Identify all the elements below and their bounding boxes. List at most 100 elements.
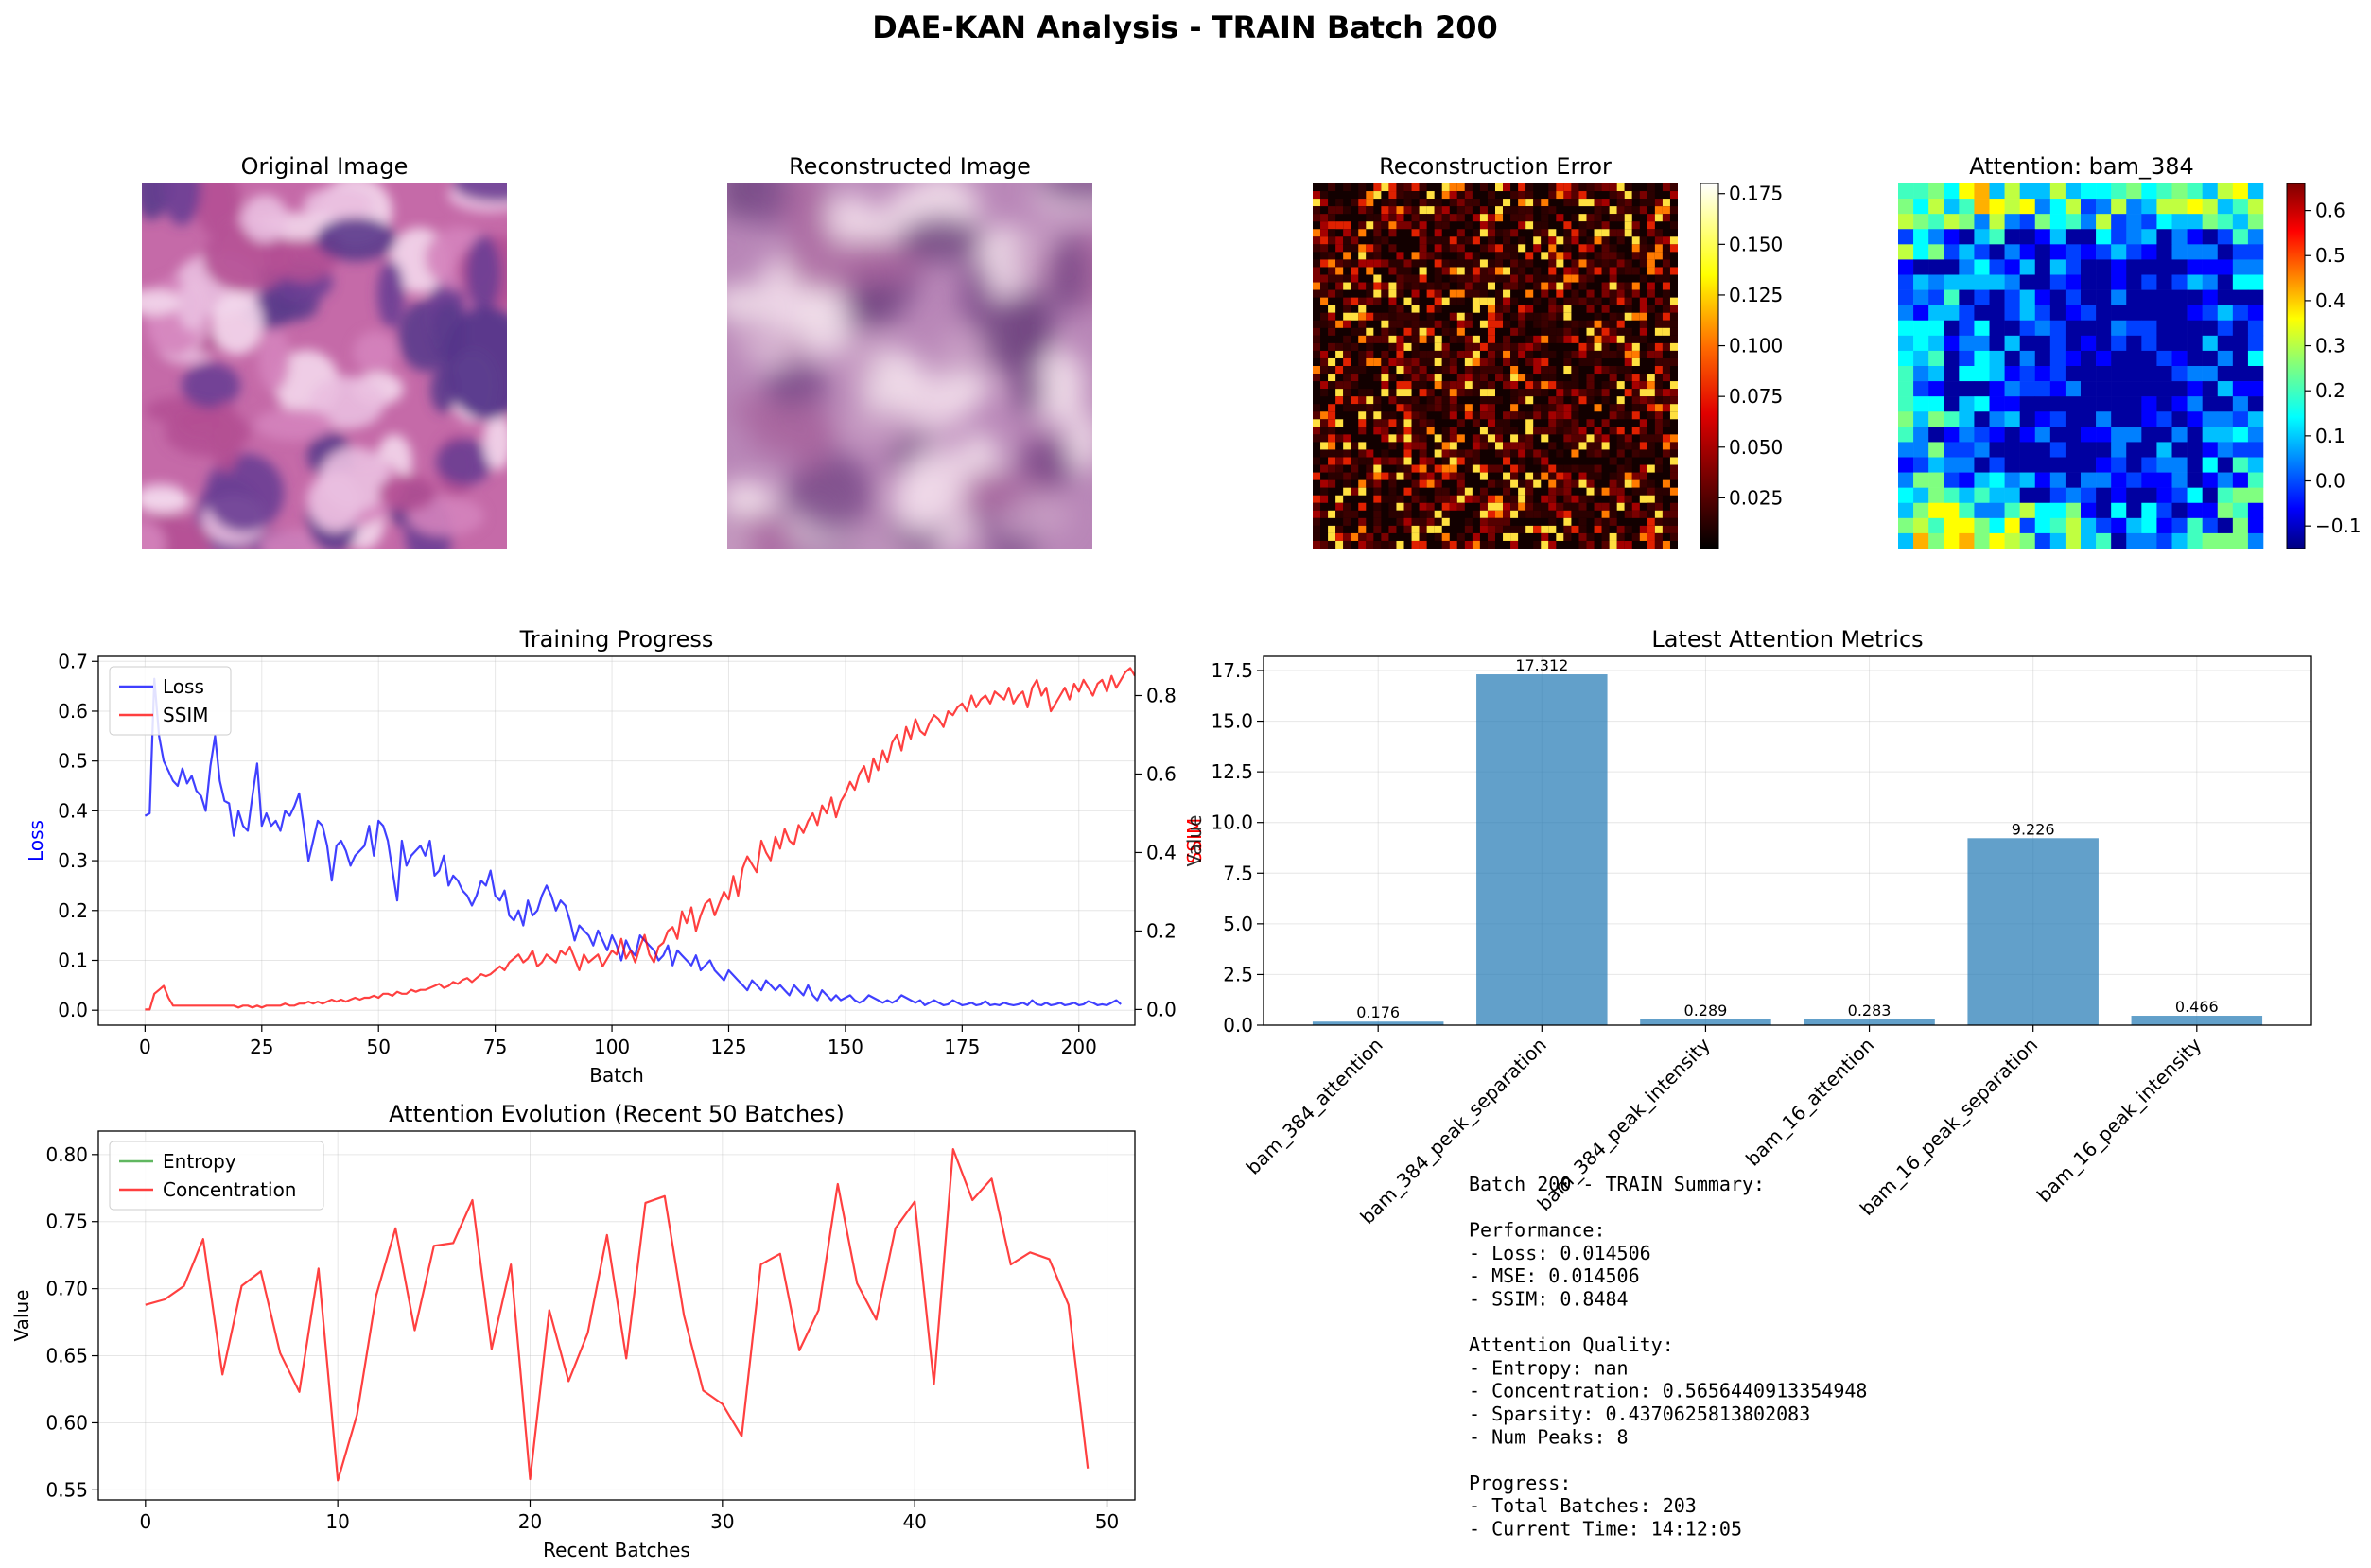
attention-colorbar-ticks: −0.1 0.0 0.1 0.2 0.3 0.4 0.5 0.6 (2305, 200, 2362, 537)
y-right-tick-label: 0.4 (1146, 841, 1177, 863)
attention-metrics-chart: Latest Attention Metrics 0.176 17.312 0.28… (1211, 626, 2312, 1228)
bar-bam-384-peak-intensity (1640, 1019, 1771, 1025)
training-progress-title: Training Progress (519, 626, 714, 653)
training-progress-legend: Loss SSIM (109, 666, 232, 736)
x-tick-label: 25 (250, 1036, 273, 1058)
bar-bam-16-attention (1804, 1019, 1935, 1025)
error-colorbar-tick-label: 0.100 (1729, 335, 1783, 357)
x-tick-label: bam_16_peak_separation (1856, 1034, 2042, 1220)
training-progress-ylabel-loss: Loss (25, 820, 47, 862)
y-tick-label: 0.4 (58, 799, 88, 822)
attention-evolution-lines (145, 1147, 1090, 1482)
x-tick-label: 0 (139, 1036, 151, 1058)
x-tick-label: bam_384_attention (1242, 1034, 1387, 1179)
x-tick-label: 0 (139, 1510, 151, 1533)
attention-heatmap (1898, 183, 2264, 549)
attention-colorbar-tick-label: 0.5 (2315, 244, 2345, 267)
y-tick-label: 0.7 (58, 650, 88, 672)
original-image (142, 183, 507, 549)
series-line-loss (144, 677, 1122, 1007)
y-tick-label: 0.0 (1223, 1014, 1253, 1037)
series-line-concentration (145, 1147, 1090, 1482)
x-tick-label: 50 (1095, 1510, 1119, 1533)
summary-line: Batch 200 - TRAIN Summary: (1469, 1173, 1765, 1195)
x-tick-label: 100 (594, 1036, 630, 1058)
y-tick-label: 0.65 (45, 1345, 88, 1368)
y-tick-label: 0.70 (45, 1278, 88, 1300)
attention-evolution-title: Attention Evolution (Recent 50 Batches) (389, 1101, 845, 1127)
bar-bam-16-peak-separation (1967, 838, 2099, 1025)
y-tick-label: 7.5 (1223, 862, 1253, 884)
metrics-ylabel-overlap: Value (1183, 815, 1206, 867)
series-line-ssim (145, 667, 1135, 1011)
error-colorbar-tick-label: 0.025 (1729, 486, 1783, 509)
training-progress-ylabel-ssim: SSIM (1183, 818, 1206, 864)
bar-value-label: 9.226 (2012, 820, 2055, 838)
attention-map-title: Attention: bam_384 (1969, 153, 2194, 180)
attention-map-panel: Attention: bam_384 −0.1 0.0 0.1 0.2 0.3 0.4 0.… (1898, 153, 2362, 549)
training-progress-lines (144, 667, 1135, 1011)
attention-metrics-title: Latest Attention Metrics (1651, 626, 1923, 653)
reconstruction-error-map (1313, 183, 1678, 549)
attention-colorbar-tick-label: 0.6 (2315, 200, 2345, 222)
summary-line: - Total Batches: 203 (1469, 1494, 1697, 1517)
batch-summary-text: Batch 200 - TRAIN Summary:Performance:- … (1469, 1173, 1867, 1541)
y-tick-label: 5.0 (1223, 913, 1253, 935)
y-tick-label: 0.5 (58, 750, 88, 773)
attention-colorbar-tick-label: 0.2 (2315, 379, 2345, 402)
x-tick-label: bam_384_peak_separation (1355, 1034, 1550, 1228)
summary-line: - Loss: 0.014506 (1469, 1242, 1651, 1264)
x-tick-label: 30 (710, 1510, 734, 1533)
x-tick-label: 75 (483, 1036, 507, 1058)
attention-metrics-bars: 0.176 17.312 0.289 0.283 9.226 0.466 (1312, 656, 2263, 1025)
summary-line: - SSIM: 0.8484 (1469, 1288, 1629, 1311)
reconstructed-image (727, 183, 1092, 549)
training-progress-grid (98, 656, 1135, 1025)
x-tick-label: bam_16_attention (1741, 1034, 1878, 1171)
legend-label: Concentration (163, 1178, 296, 1201)
error-colorbar-tick-label: 0.150 (1729, 233, 1783, 255)
reconstruction-error-panel: Reconstruction Error 0.025 0.050 0.075 0.10… (1313, 153, 1783, 549)
x-tick-label: 40 (902, 1510, 926, 1533)
y-right-tick-label: 0.0 (1146, 998, 1177, 1020)
y-tick-label: 0.0 (58, 999, 88, 1021)
y-tick-label: 15.0 (1211, 710, 1253, 733)
error-colorbar (1700, 183, 1719, 549)
summary-line: - Concentration: 0.5656440913354948 (1469, 1380, 1867, 1402)
bar-value-label: 0.289 (1684, 1002, 1728, 1019)
x-tick-label: 50 (366, 1036, 390, 1058)
error-colorbar-ticks: 0.025 0.050 0.075 0.100 0.125 0.150 0.175 (1718, 183, 1783, 509)
training-progress-chart: Training Progress 0 25 50 75 100 125 150 175 200… (25, 626, 1206, 1087)
y-tick-label: 10.0 (1211, 811, 1253, 834)
attention-evolution-chart: Attention Evolution (Recent 50 Batches) … (10, 1101, 1136, 1561)
summary-line: Attention Quality: (1469, 1333, 1674, 1356)
bar-value-label: 0.283 (1848, 1002, 1892, 1019)
x-tick-label: 10 (325, 1510, 349, 1533)
reconstruction-error-title: Reconstruction Error (1379, 153, 1612, 180)
y-tick-label: 0.60 (45, 1411, 88, 1434)
attention-evolution-xlabel: Recent Batches (543, 1539, 690, 1561)
y-tick-label: 0.80 (45, 1143, 88, 1166)
x-tick-label: 20 (518, 1510, 542, 1533)
error-colorbar-tick-label: 0.125 (1729, 284, 1783, 306)
attention-evolution-axes: 0 10 20 30 40 50 0.55 0.60 0.65 0.70 0.75 0.80 (45, 1143, 1119, 1533)
training-progress-xlabel: Batch (589, 1064, 644, 1087)
bar-bam-16-peak-intensity (2131, 1016, 2263, 1025)
figure-title: DAE-KAN Analysis - TRAIN Batch 200 (872, 9, 1498, 45)
summary-line: Performance: (1469, 1219, 1606, 1242)
y-tick-label: 17.5 (1211, 659, 1253, 682)
attention-evolution-legend: Entropy Concentration (109, 1141, 324, 1211)
attention-colorbar (2286, 183, 2306, 549)
y-tick-label: 0.55 (45, 1478, 88, 1501)
reconstructed-image-panel: Reconstructed Image (727, 153, 1092, 549)
attention-colorbar-tick-label: 0.4 (2315, 289, 2345, 312)
attention-colorbar-tick-label: 0.3 (2315, 335, 2345, 357)
y-tick-label: 0.2 (58, 899, 88, 922)
x-tick-label: 175 (944, 1036, 980, 1058)
attention-colorbar-tick-label: −0.1 (2315, 514, 2362, 537)
summary-line: - Sparsity: 0.4370625813802083 (1469, 1402, 1810, 1425)
legend-box (109, 1141, 324, 1211)
training-progress-axes: 0 25 50 75 100 125 150 175 200 0.0 0.1 0.2 0.3 0.4 0.5… (58, 650, 1177, 1058)
y-tick-label: 0.3 (58, 849, 88, 872)
